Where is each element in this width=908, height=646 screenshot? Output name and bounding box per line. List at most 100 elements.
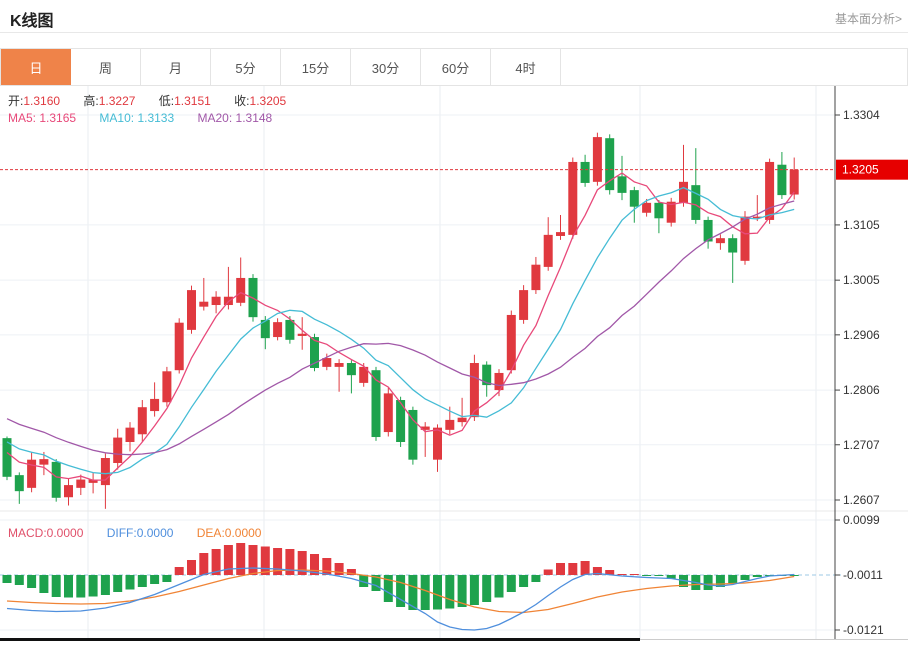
macd-bar-up xyxy=(580,561,590,575)
macd-bar-down xyxy=(728,575,738,583)
candle-down xyxy=(777,164,787,196)
price-axis-label: 1.2607 xyxy=(843,493,880,507)
macd-bar-down xyxy=(39,575,49,593)
macd-bar-down xyxy=(433,575,442,610)
diff-line xyxy=(6,567,795,631)
macd-bar-down xyxy=(64,575,73,598)
candle-up xyxy=(273,322,283,338)
macd-bar-down xyxy=(113,575,123,592)
macd-bar-down xyxy=(27,575,37,588)
candle-down xyxy=(285,319,295,340)
candle-up xyxy=(420,426,430,430)
macd-bar-up xyxy=(568,563,578,575)
candle-down xyxy=(629,190,639,207)
macd-bar-up xyxy=(174,567,184,575)
macd-bar-down xyxy=(752,575,762,577)
macd-bar-up xyxy=(223,545,233,575)
candle-up xyxy=(506,314,516,371)
tab-15分[interactable]: 15分 xyxy=(281,49,351,85)
price-axis-label: 1.3105 xyxy=(843,218,880,232)
macd-bar-up xyxy=(592,567,602,575)
candle-up xyxy=(137,407,147,435)
period-tabbar: 日周月 5分 15分 30分 60分 4时 xyxy=(0,48,908,86)
macd-bar-down xyxy=(383,575,393,602)
macd-bar-up xyxy=(605,570,615,575)
candle-up xyxy=(125,427,135,443)
tab-30分[interactable]: 30分 xyxy=(351,49,421,85)
tab-5分[interactable]: 5分 xyxy=(211,49,281,85)
kline-chart[interactable]: 1.3205 1.3304 1.3105 1.3005 1.2906 1.2806 1.27… xyxy=(0,86,908,646)
candle-up xyxy=(64,485,73,498)
page-title: K线图 xyxy=(10,13,54,30)
candle-down xyxy=(346,363,356,376)
ma10-line xyxy=(6,186,795,475)
candle-up xyxy=(445,419,455,430)
candle-down xyxy=(310,337,319,368)
macd-bar-up xyxy=(346,569,356,575)
macd-bar-up xyxy=(236,543,246,575)
fundamental-analysis-link[interactable]: 基本面分析> xyxy=(834,12,902,26)
macd-bar-down xyxy=(654,575,664,576)
candle-up xyxy=(740,216,750,261)
candle-up xyxy=(211,296,221,306)
macd-bar-down xyxy=(703,575,713,590)
macd-bar-down xyxy=(445,575,455,609)
candle-down xyxy=(482,364,492,386)
candle-down xyxy=(2,438,12,477)
current-price-tag xyxy=(836,159,908,180)
candle-up xyxy=(199,301,209,307)
macd-bar-up xyxy=(260,546,270,575)
candle-up xyxy=(383,393,393,433)
candle-up xyxy=(592,137,602,182)
candle-up xyxy=(236,277,246,303)
tab-周[interactable]: 周 xyxy=(71,49,141,85)
macd-axis-label: -0.0011 xyxy=(843,568,883,582)
candle-up xyxy=(568,161,578,235)
macd-bar-up xyxy=(199,553,209,575)
candle-down xyxy=(260,319,270,339)
macd-bar-up xyxy=(556,563,565,575)
candle-down xyxy=(51,461,61,498)
candle-up xyxy=(789,169,799,195)
macd-bar-down xyxy=(359,575,369,587)
chart-canvas: 1.3205 1.3304 1.3105 1.3005 1.2906 1.2806 1.27… xyxy=(0,86,908,641)
candle-up xyxy=(433,427,442,460)
candle-up xyxy=(457,417,467,423)
macd-bar-up xyxy=(248,545,258,575)
candle-up xyxy=(469,363,479,418)
macd-bar-down xyxy=(100,575,110,595)
ma5-line xyxy=(6,172,795,481)
candle-up xyxy=(88,479,98,483)
macd-bar-up xyxy=(617,574,627,575)
macd-bar-down xyxy=(740,575,750,580)
macd-bar-down xyxy=(666,575,676,579)
candle-down xyxy=(654,202,664,219)
macd-axis-label: 0.0099 xyxy=(843,513,880,527)
tab-60分[interactable]: 60分 xyxy=(421,49,491,85)
tab-月[interactable]: 月 xyxy=(141,49,211,85)
candle-down xyxy=(371,370,381,438)
price-axis-label: 1.3005 xyxy=(843,273,880,287)
macd-bar-down xyxy=(76,575,86,598)
candle-up xyxy=(162,371,172,403)
price-axis-label: 1.2707 xyxy=(843,438,880,452)
macd-bar-down xyxy=(642,575,652,576)
candle-down xyxy=(617,176,627,193)
price-axis-label: 1.2806 xyxy=(843,383,880,397)
macd-bar-down xyxy=(715,575,725,587)
price-axis-label: 1.2906 xyxy=(843,328,880,342)
macd-bar-down xyxy=(531,575,541,582)
tab-4时[interactable]: 4时 xyxy=(491,49,561,85)
candle-up xyxy=(679,181,688,203)
candle-down xyxy=(396,400,406,443)
candle-up xyxy=(519,290,529,320)
candle-up xyxy=(765,161,775,220)
macd-bar-down xyxy=(494,575,504,598)
candle-up xyxy=(543,234,553,267)
macd-bar-up xyxy=(629,574,639,575)
tab-日[interactable]: 日 xyxy=(1,49,71,85)
candle-up xyxy=(556,232,565,236)
candle-up xyxy=(113,437,123,463)
macd-bar-down xyxy=(51,575,61,597)
